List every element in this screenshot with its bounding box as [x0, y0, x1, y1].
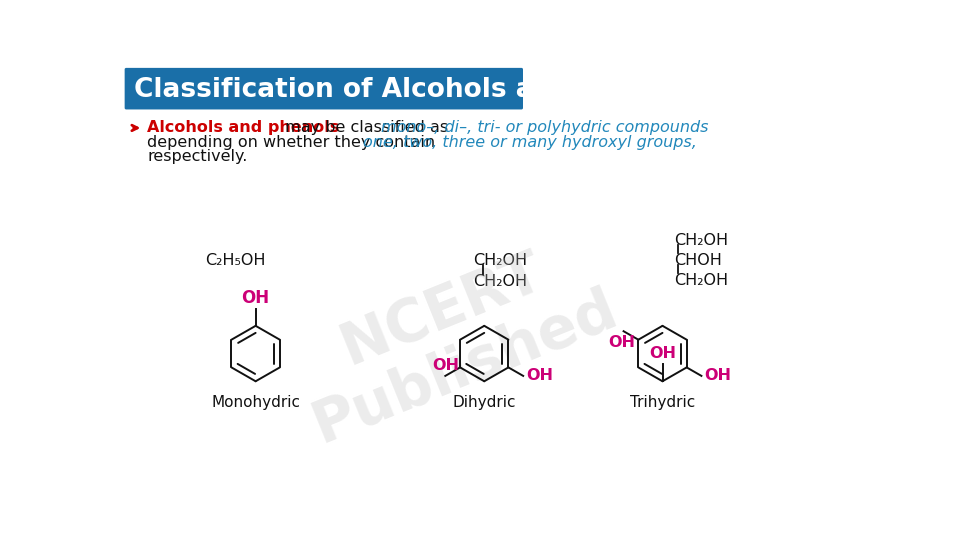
Text: CH₂OH: CH₂OH	[472, 274, 527, 289]
Text: Dihydric: Dihydric	[452, 395, 516, 410]
Text: Trihydric: Trihydric	[630, 395, 695, 410]
FancyBboxPatch shape	[117, 62, 867, 484]
Text: CHOH: CHOH	[674, 253, 722, 268]
Text: Classification of Alcohols and: Classification of Alcohols and	[134, 77, 571, 103]
Text: CH₂OH: CH₂OH	[674, 273, 729, 288]
Text: mono–, di–, tri- or polyhydric compounds: mono–, di–, tri- or polyhydric compounds	[381, 120, 708, 135]
Text: Alcohols and phenols: Alcohols and phenols	[147, 120, 340, 135]
Text: OH: OH	[705, 368, 732, 383]
FancyBboxPatch shape	[125, 68, 523, 110]
Text: depending on whether they contain: depending on whether they contain	[147, 135, 441, 150]
Text: CH₂OH: CH₂OH	[674, 233, 729, 248]
Text: OH: OH	[526, 368, 553, 383]
Text: one, two, three or many hydroxyl groups,: one, two, three or many hydroxyl groups,	[363, 135, 696, 150]
Text: OH: OH	[432, 358, 459, 373]
Text: OH: OH	[649, 346, 676, 361]
Text: OH: OH	[242, 288, 270, 307]
Text: NCERT
Published: NCERT Published	[281, 222, 626, 454]
Text: may be classified as: may be classified as	[280, 120, 454, 135]
Text: respectively.: respectively.	[147, 150, 248, 165]
Text: OH: OH	[609, 335, 636, 350]
Text: CH₂OH: CH₂OH	[472, 253, 527, 268]
Text: C₂H₅OH: C₂H₅OH	[205, 253, 266, 268]
Text: Monohydric: Monohydric	[211, 395, 300, 410]
